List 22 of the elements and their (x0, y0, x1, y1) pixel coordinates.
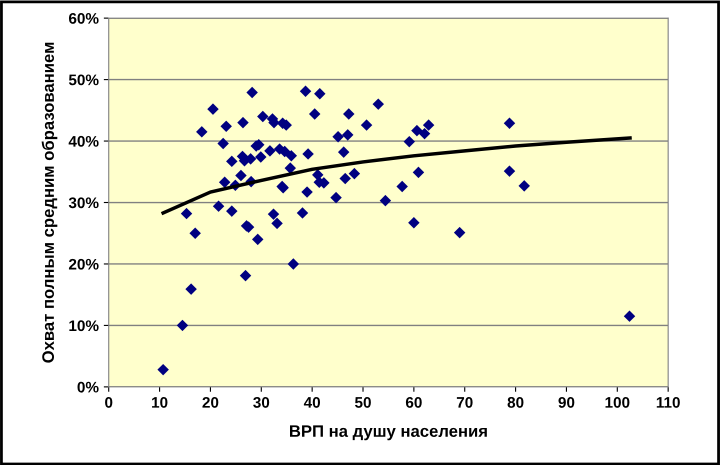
x-tick-label: 80 (508, 397, 524, 408)
x-tick-label: 0 (105, 397, 112, 408)
x-tick-label: 60 (406, 397, 422, 408)
y-tick-label: 50% (68, 74, 99, 86)
x-tick-label: 20 (202, 397, 218, 408)
y-tick-label: 0% (78, 382, 99, 393)
y-tick-label: 10% (69, 320, 99, 332)
x-tick-label: 50 (354, 397, 371, 408)
x-tick-label: 10 (152, 397, 168, 408)
x-tick-label: 30 (253, 397, 270, 408)
x-tick-label: 100 (606, 397, 630, 408)
x-tick-label: 40 (304, 397, 320, 408)
y-tick-label: 60% (68, 13, 99, 24)
y-axis-title: Охват полным средним образованием (42, 42, 58, 363)
x-axis-title: ВРП на душу населения (290, 425, 487, 440)
y-tick-label: 20% (68, 258, 99, 270)
y-tick-label: 30% (68, 197, 99, 208)
line-series (161, 136, 632, 215)
y-tick-label: 40% (68, 136, 99, 147)
x-tick-label: 110 (656, 397, 680, 408)
x-tick-label: 90 (558, 397, 574, 408)
x-tick-label: 70 (456, 397, 473, 408)
